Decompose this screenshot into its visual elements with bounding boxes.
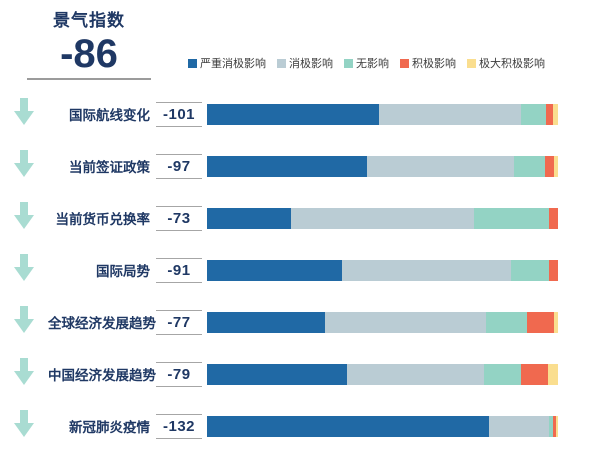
row-bar <box>207 103 558 125</box>
bar-segment-4 <box>552 103 558 125</box>
arrow-down-icon <box>14 254 34 286</box>
bar-segment-0 <box>207 155 367 177</box>
bar-segment-2 <box>514 155 545 177</box>
trend-cell <box>0 410 48 442</box>
chart-row-5: 中国经济发展趋势 -79 <box>0 348 600 400</box>
bar-segment-4 <box>554 155 558 177</box>
legend-item-3: 积极影响 <box>400 55 456 71</box>
legend-item-2: 无影响 <box>344 55 389 71</box>
legend-label: 极大积极影响 <box>479 58 545 70</box>
trend-cell <box>0 254 48 286</box>
row-label: 国际局势 <box>96 264 150 279</box>
chart-row-6: 新冠肺炎疫情 -132 <box>0 400 600 452</box>
trend-cell <box>0 150 48 182</box>
row-bar <box>207 363 558 385</box>
row-bar <box>207 415 558 437</box>
chart-rows: 国际航线变化 -101 当前签证政策 -97 当前货币兑换率 -73 国际局势 -91 全球经济… <box>0 88 600 452</box>
bar-segment-4 <box>555 415 558 437</box>
row-value: -132 <box>156 413 202 439</box>
trend-cell <box>0 358 48 390</box>
row-bar <box>207 207 558 229</box>
row-value: -101 <box>156 101 202 127</box>
bar-segment-1 <box>341 259 512 281</box>
bar-segment-0 <box>207 415 489 437</box>
bar-segment-3 <box>544 155 555 177</box>
bar-segment-2 <box>485 311 528 333</box>
bar-segment-3 <box>548 259 558 281</box>
legend-item-1: 消极影响 <box>277 55 333 71</box>
row-value: -97 <box>156 153 202 179</box>
chart-row-1: 当前签证政策 -97 <box>0 140 600 192</box>
row-value: -73 <box>156 205 202 231</box>
chart-row-2: 当前货币兑换率 -73 <box>0 192 600 244</box>
legend-swatch <box>467 58 476 68</box>
bar-segment-2 <box>511 259 549 281</box>
trend-cell <box>0 98 48 130</box>
bar-segment-3 <box>548 207 558 229</box>
arrow-down-icon <box>14 202 34 234</box>
arrow-down-icon <box>14 410 34 442</box>
legend-item-4: 极大积极影响 <box>467 55 545 71</box>
bar-segment-4 <box>547 363 558 385</box>
legend-label: 无影响 <box>356 58 389 70</box>
bar-segment-2 <box>483 363 522 385</box>
bar-segment-0 <box>207 259 342 281</box>
row-label: 新冠肺炎疫情 <box>69 420 150 435</box>
index-value: -86 <box>60 32 118 76</box>
chart-row-3: 国际局势 -91 <box>0 244 600 296</box>
index-title: 景气指数 <box>53 11 125 30</box>
chart-row-4: 全球经济发展趋势 -77 <box>0 296 600 348</box>
index-underline <box>27 78 151 80</box>
arrow-down-icon <box>14 150 34 182</box>
bar-segment-3 <box>553 415 556 437</box>
row-value: -79 <box>156 361 202 387</box>
bar-segment-2 <box>474 207 549 229</box>
bar-segment-3 <box>521 363 548 385</box>
chart-row-0: 国际航线变化 -101 <box>0 88 600 140</box>
bar-segment-0 <box>207 207 291 229</box>
row-bar <box>207 155 558 177</box>
bar-segment-2 <box>548 415 554 437</box>
legend-label: 消极影响 <box>289 58 333 70</box>
row-bar <box>207 311 558 333</box>
row-label: 当前货币兑换率 <box>55 212 151 227</box>
legend-swatch <box>344 58 353 68</box>
legend: 严重消极影响 消极影响 无影响 积极影响 极大积极影响 <box>188 55 545 71</box>
bar-segment-1 <box>290 207 475 229</box>
row-label: 国际航线变化 <box>69 108 150 123</box>
legend-swatch <box>188 58 197 68</box>
bar-segment-1 <box>347 363 484 385</box>
row-bar <box>207 259 558 281</box>
bar-segment-1 <box>324 311 486 333</box>
arrow-down-icon <box>14 98 34 130</box>
bar-segment-3 <box>527 311 555 333</box>
bar-segment-0 <box>207 103 379 125</box>
bar-segment-1 <box>378 103 522 125</box>
legend-item-0: 严重消极影响 <box>188 55 266 71</box>
bar-segment-0 <box>207 363 348 385</box>
legend-label: 积极影响 <box>412 58 456 70</box>
legend-swatch <box>400 58 409 68</box>
bar-segment-0 <box>207 311 325 333</box>
row-value: -91 <box>156 257 202 283</box>
legend-swatch <box>277 58 286 68</box>
legend-label: 严重消极影响 <box>200 58 266 70</box>
row-label: 全球经济发展趋势 <box>48 316 156 331</box>
trend-cell <box>0 306 48 338</box>
bar-segment-4 <box>554 311 558 333</box>
bar-segment-2 <box>521 103 547 125</box>
row-label: 中国经济发展趋势 <box>48 368 156 383</box>
bar-segment-1 <box>366 155 515 177</box>
arrow-down-icon <box>14 306 34 338</box>
row-label: 当前签证政策 <box>69 160 150 175</box>
trend-cell <box>0 202 48 234</box>
row-value: -77 <box>156 309 202 335</box>
bar-segment-3 <box>546 103 553 125</box>
bar-segment-1 <box>488 415 549 437</box>
index-header: 景气指数 -86 <box>27 6 151 80</box>
arrow-down-icon <box>14 358 34 390</box>
